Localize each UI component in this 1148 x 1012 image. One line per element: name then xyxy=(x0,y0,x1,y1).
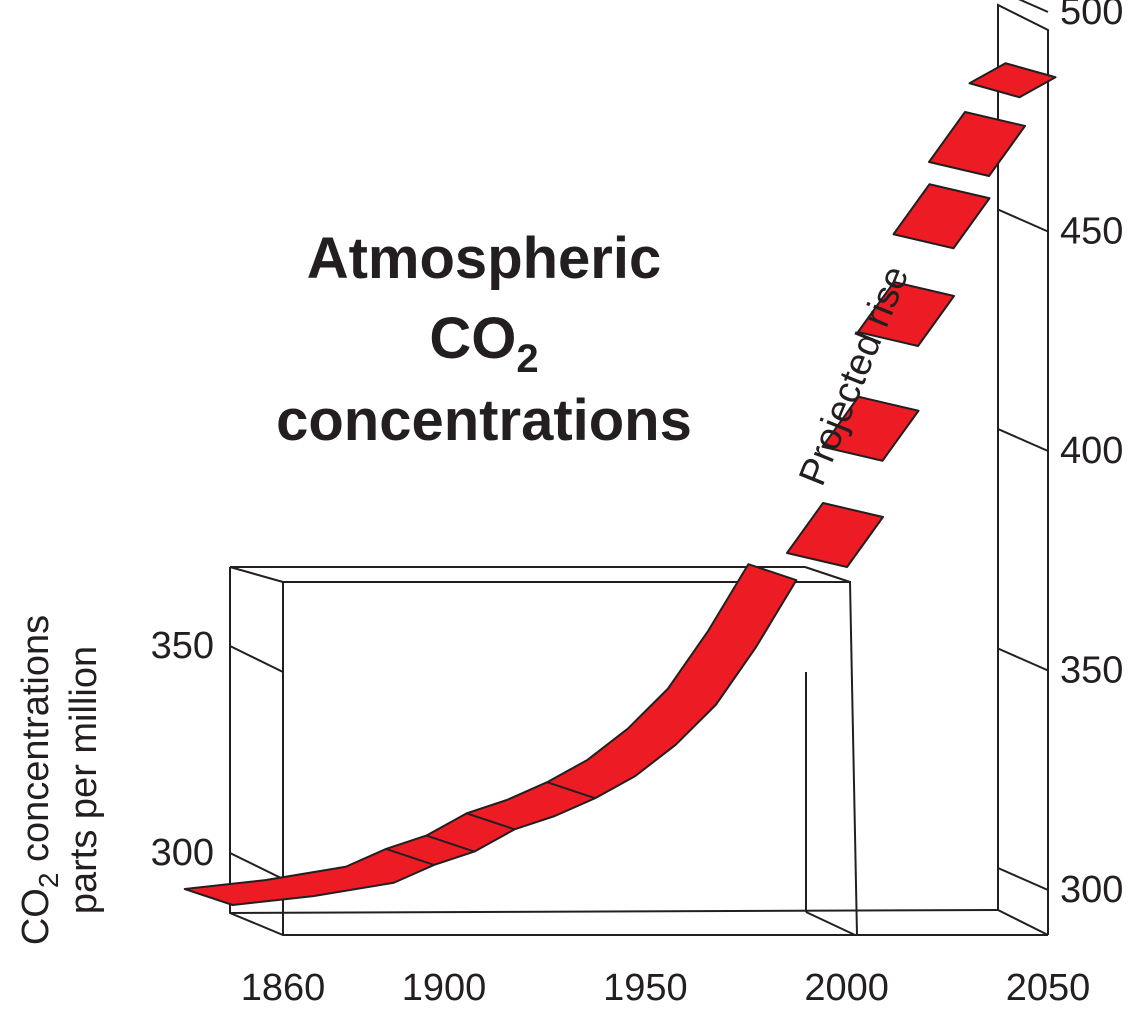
right-tick-label-350: 350 xyxy=(1060,650,1123,692)
floor-back-line xyxy=(229,909,999,914)
historical-series xyxy=(183,563,798,906)
left-tick-label-350: 350 xyxy=(151,625,214,667)
x-tick-label-2050: 2050 xyxy=(1006,967,1091,1009)
ribbon-segment-1910 xyxy=(425,834,475,853)
right-tick-line-300 xyxy=(997,867,1049,891)
projected-block-2000 xyxy=(786,502,884,568)
box-top-left-edge xyxy=(229,566,284,583)
right-tick-line-500 xyxy=(1018,0,1049,13)
title-co: CO xyxy=(429,306,516,371)
x-tick-label-1900: 1900 xyxy=(402,967,487,1009)
y-axis-label-line-2: parts per million xyxy=(63,646,105,914)
ylabel-rest: concentrations xyxy=(15,615,57,873)
projected-block-2030 xyxy=(892,183,991,250)
chart-frame xyxy=(229,3,1049,936)
back-box-outline xyxy=(282,581,858,936)
ribbon-segment-1920 xyxy=(466,812,515,831)
right-tick-label-400: 400 xyxy=(1060,430,1123,472)
ribbon-segment-1940 xyxy=(546,781,596,800)
right-axis-tick-labels: 300 350 400 450 500 xyxy=(1060,0,1123,911)
x-tick-label-2000: 2000 xyxy=(804,967,889,1009)
projected-block-2050 xyxy=(968,62,1057,99)
title-line-3: concentrations xyxy=(276,388,692,453)
left-axis-tick-labels: 300 350 xyxy=(151,625,214,874)
ylabel-subscript: 2 xyxy=(33,873,64,889)
box-top-right-edge xyxy=(804,566,851,583)
projected-block-2040 xyxy=(928,111,1026,177)
historical-ribbon xyxy=(183,563,798,906)
right-tick-line-400 xyxy=(997,428,1049,452)
x-tick-label-1950: 1950 xyxy=(603,967,688,1009)
right-tick-line-350 xyxy=(997,647,1049,672)
ylabel-co: CO xyxy=(15,888,57,945)
left-tick-line-350 xyxy=(229,645,284,673)
projected-rise-annotation: Projected rise xyxy=(791,260,917,491)
x-tick-label-1860: 1860 xyxy=(241,967,326,1009)
ribbon-segment-1900 xyxy=(385,848,435,866)
floor-diagonal xyxy=(805,911,856,936)
right-axis-ticks xyxy=(997,0,1049,891)
left-tick-line-300 xyxy=(229,852,284,880)
chart-title: Atmospheric CO2 concentrations xyxy=(276,226,692,453)
title-line-2: CO2 xyxy=(429,306,538,381)
floor-right-depth xyxy=(997,909,1049,936)
title-subscript: 2 xyxy=(516,337,538,381)
right-tick-line-450 xyxy=(997,208,1049,233)
projected-block-2010 xyxy=(821,395,920,462)
left-tick-label-300: 300 xyxy=(151,832,214,874)
x-axis-tick-labels: 1860 1900 1950 2000 2050 xyxy=(241,967,1091,1009)
front-box-outline xyxy=(229,567,855,936)
y-axis-label: CO2 concentrations parts per million xyxy=(15,615,105,945)
right-tick-label-300: 300 xyxy=(1060,869,1123,911)
left-axis-ticks xyxy=(229,645,284,880)
right-wall-outline xyxy=(997,3,1049,935)
right-tick-label-500: 500 xyxy=(1060,0,1123,33)
title-line-1: Atmospheric xyxy=(307,226,662,291)
right-tick-label-450: 450 xyxy=(1060,211,1123,253)
projected-series xyxy=(786,62,1057,568)
projected-block-2020 xyxy=(857,281,955,347)
y-axis-label-line-1: CO2 concentrations xyxy=(15,615,64,945)
